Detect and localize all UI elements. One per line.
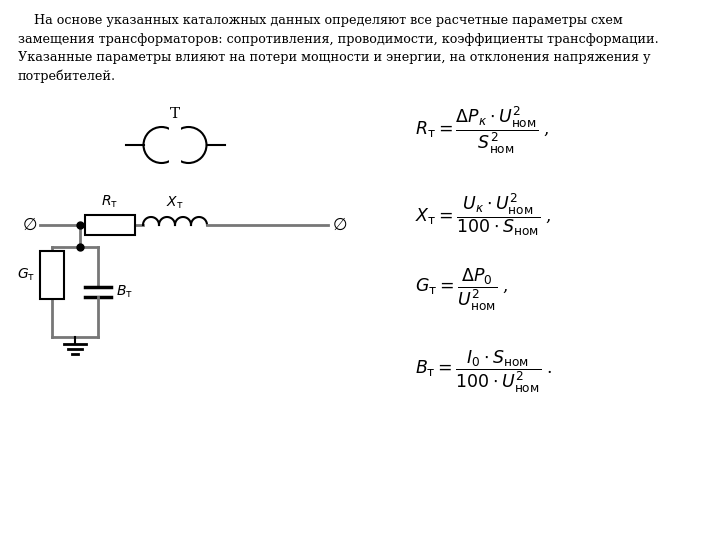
Text: $\varnothing$: $\varnothing$ <box>22 217 37 233</box>
Text: $\varnothing$: $\varnothing$ <box>333 217 348 233</box>
Bar <box>40 251 64 299</box>
Bar <box>169 125 181 165</box>
Text: На основе указанных каталожных данных определяют все расчетные параметры схем
за: На основе указанных каталожных данных оп… <box>18 14 659 83</box>
Text: $B_{\mathrm{\mathsf{т}}} = \dfrac{I_{0} \cdot S_{\mathrm{ном}}}{100 \cdot U^{2}_: $B_{\mathrm{\mathsf{т}}} = \dfrac{I_{0} … <box>415 349 553 395</box>
Text: $R_{\mathrm{\mathsf{т}}}$: $R_{\mathrm{\mathsf{т}}}$ <box>102 194 119 210</box>
Bar <box>85 215 135 235</box>
Text: $G_{\mathrm{\mathsf{т}}}$: $G_{\mathrm{\mathsf{т}}}$ <box>17 267 35 283</box>
Text: T: T <box>170 107 180 121</box>
Text: $X_{\mathrm{\mathsf{т}}} = \dfrac{U_{\kappa} \cdot U^{2}_{\mathrm{ном}}}{100 \cd: $X_{\mathrm{\mathsf{т}}} = \dfrac{U_{\ka… <box>415 192 552 238</box>
Text: $B_{\mathrm{\mathsf{т}}}$: $B_{\mathrm{\mathsf{т}}}$ <box>116 284 133 300</box>
Text: $R_{\mathrm{\mathsf{т}}} = \dfrac{\Delta P_{\kappa} \cdot U^{2}_{\mathrm{ном}}}{: $R_{\mathrm{\mathsf{т}}} = \dfrac{\Delta… <box>415 104 549 156</box>
Text: $G_{\mathrm{\mathsf{т}}} = \dfrac{\Delta P_{0}}{U^{2}_{\mathrm{ном}}}$ ,: $G_{\mathrm{\mathsf{т}}} = \dfrac{\Delta… <box>415 267 508 313</box>
Text: $X_{\mathrm{\mathsf{т}}}$: $X_{\mathrm{\mathsf{т}}}$ <box>166 194 184 211</box>
